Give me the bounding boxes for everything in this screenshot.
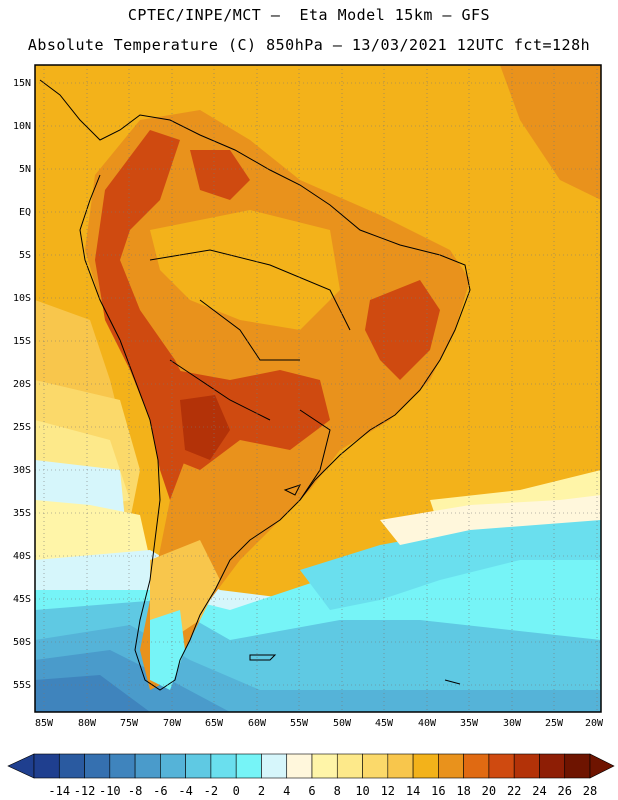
colorbar-label: 4 xyxy=(283,784,290,798)
colorbar-swatch xyxy=(160,753,186,779)
colorbar-label: -2 xyxy=(204,784,218,798)
lat-label: 5N xyxy=(19,164,31,175)
lat-label: 55S xyxy=(13,680,31,691)
colorbar-swatch xyxy=(109,753,136,779)
lon-label: 50W xyxy=(333,718,352,729)
lon-label: 80W xyxy=(78,718,97,729)
lat-label: EQ xyxy=(19,207,31,218)
colorbar-swatch xyxy=(488,753,515,779)
lon-label: 35W xyxy=(460,718,479,729)
colorbar-label: 2 xyxy=(258,784,265,798)
colorbar-swatch xyxy=(134,753,161,779)
colorbar-max-arrow xyxy=(589,753,615,779)
lat-label: 25S xyxy=(13,422,31,433)
colorbar-label: 10 xyxy=(355,784,369,798)
lat-label: 10N xyxy=(13,121,31,132)
title-line-1: CPTEC/INPE/MCT – Eta Model 15km – GFS xyxy=(127,6,491,24)
colorbar-label: 0 xyxy=(233,784,240,798)
colorbar-label: 16 xyxy=(431,784,445,798)
lon-label: 85W xyxy=(35,718,54,729)
colorbar-swatch xyxy=(539,753,566,779)
colorbar-label: -8 xyxy=(128,784,142,798)
colorbar-label: 20 xyxy=(482,784,496,798)
colorbar-swatch xyxy=(564,753,591,779)
colorbar-swatch xyxy=(33,753,60,779)
colorbar-swatch xyxy=(84,753,111,779)
lat-label: 5S xyxy=(19,250,31,261)
lon-label: 30W xyxy=(503,718,522,729)
colorbar-min-arrow xyxy=(7,753,35,779)
colorbar-swatch xyxy=(261,753,288,779)
lat-label: 20S xyxy=(13,379,31,390)
lon-label: 45W xyxy=(375,718,394,729)
colorbar-swatch xyxy=(210,753,237,779)
lon-label: 25W xyxy=(545,718,564,729)
lon-label: 65W xyxy=(205,718,224,729)
colorbar-swatch xyxy=(311,753,338,779)
lon-label: 60W xyxy=(248,718,267,729)
colorbar-label: -4 xyxy=(178,784,192,798)
lat-label: 50S xyxy=(13,637,31,648)
lon-label: 20W xyxy=(585,718,604,729)
colorbar-label: 26 xyxy=(558,784,572,798)
map-border xyxy=(34,64,602,713)
lat-label: 30S xyxy=(13,465,31,476)
colorbar-label: -10 xyxy=(99,784,121,798)
colorbar-label: 12 xyxy=(381,784,395,798)
colorbar-label: -12 xyxy=(74,784,96,798)
lon-label: 70W xyxy=(163,718,182,729)
colorbar-label: 6 xyxy=(308,784,315,798)
colorbar-label: -6 xyxy=(153,784,167,798)
colorbar: -14 -12 -10 -8 -6 -4 -2 0 2 4 6 8 10 12 14 16 18 20 22 24 26… xyxy=(7,753,615,798)
colorbar-swatch xyxy=(513,753,540,779)
colorbar-swatch xyxy=(438,753,464,779)
colorbar-swatch xyxy=(286,753,313,779)
colorbar-swatch xyxy=(58,753,85,779)
longitude-labels: 85W 80W 75W 70W 65W 60W 55W 50W 45W 40W … xyxy=(35,718,604,729)
colorbar-label: 14 xyxy=(406,784,420,798)
colorbar-swatch xyxy=(463,753,490,779)
colorbar-swatch xyxy=(185,753,212,779)
temperature-field xyxy=(35,65,601,712)
colorbar-label: 8 xyxy=(334,784,341,798)
colorbar-label: 28 xyxy=(583,784,597,798)
title-line-2: Absolute Temperature (C) 850hPa – 13/03/… xyxy=(27,36,591,54)
colorbar-swatch xyxy=(387,753,414,779)
colorbar-swatch xyxy=(336,753,363,779)
lat-label: 45S xyxy=(13,594,31,605)
colorbar-label: 22 xyxy=(507,784,521,798)
colorbar-label: 18 xyxy=(456,784,470,798)
latitude-labels: 15N 10N 5N EQ 5S 10S 15S 20S 25S 30S 35S… xyxy=(13,78,31,691)
colorbar-swatch xyxy=(362,753,389,779)
lon-label: 75W xyxy=(120,718,139,729)
lon-label: 55W xyxy=(290,718,309,729)
colorbar-swatch xyxy=(235,753,262,779)
lat-label: 10S xyxy=(13,293,31,304)
lon-label: 40W xyxy=(418,718,437,729)
lat-label: 40S xyxy=(13,551,31,562)
colorbar-label: 24 xyxy=(532,784,546,798)
lat-label: 35S xyxy=(13,508,31,519)
coastlines xyxy=(39,79,471,691)
colorbar-swatch xyxy=(412,753,439,779)
colorbar-label: -14 xyxy=(48,784,70,798)
lat-label: 15S xyxy=(13,336,31,347)
lat-label: 15N xyxy=(13,78,31,89)
